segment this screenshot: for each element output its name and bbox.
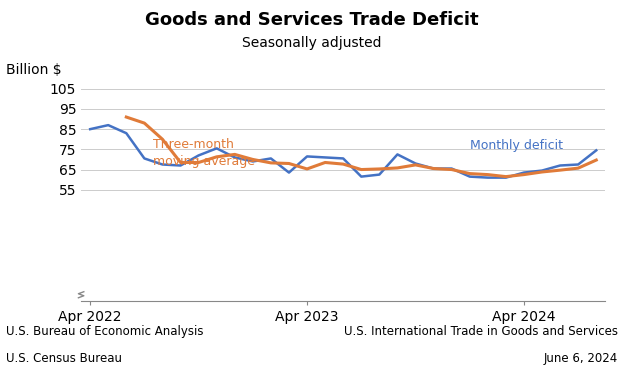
Text: U.S. Bureau of Economic Analysis: U.S. Bureau of Economic Analysis	[6, 325, 204, 338]
Text: Monthly deficit: Monthly deficit	[470, 139, 563, 152]
Text: Three-month
moving average: Three-month moving average	[154, 138, 255, 168]
Text: Billion $: Billion $	[6, 63, 62, 77]
Text: June 6, 2024: June 6, 2024	[544, 352, 618, 365]
Text: Goods and Services Trade Deficit: Goods and Services Trade Deficit	[145, 11, 479, 29]
Text: U.S. International Trade in Goods and Services: U.S. International Trade in Goods and Se…	[344, 325, 618, 338]
Text: Seasonally adjusted: Seasonally adjusted	[242, 36, 382, 50]
Text: U.S. Census Bureau: U.S. Census Bureau	[6, 352, 122, 365]
